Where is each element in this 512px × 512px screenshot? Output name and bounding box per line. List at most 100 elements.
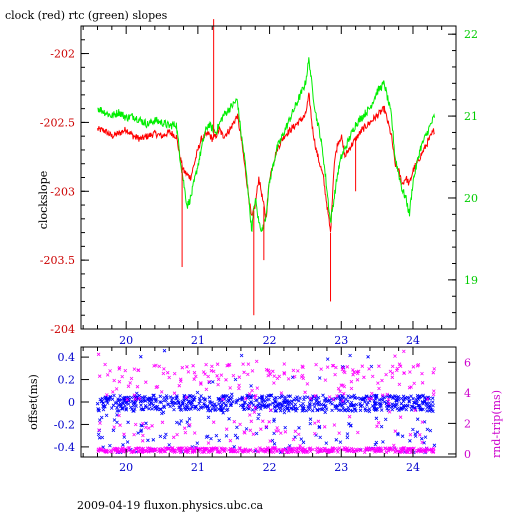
rndtrip-outlier [376,420,381,425]
rndtrip-outlier [331,397,336,402]
rndtrip-outlier [232,419,237,424]
rndtrip-outlier [227,362,232,367]
offset-point [379,408,384,412]
rndtrip-outlier [98,421,102,425]
offset-outlier [260,400,264,404]
offset-point [307,401,312,406]
rndtrip-point [355,449,359,453]
offset-outlier [187,399,191,404]
rndtrip-outlier [184,395,189,400]
offset-point [130,399,134,404]
offset-point [300,409,305,413]
offset-outlier [325,357,330,361]
rndtrip-point [270,446,275,450]
offset-outlier [211,380,215,384]
offset-point [158,400,162,404]
rndtrip-outlier [355,378,360,382]
offset-point [315,408,320,412]
rndtrip-point [405,447,410,451]
offset-point [221,406,226,410]
offset-point [133,401,138,405]
rndtrip-point [130,449,134,454]
offset-point [277,406,281,410]
offset-point [283,397,287,401]
offset-outlier [413,434,418,438]
rndtrip-point [345,449,349,454]
offset-point [242,407,247,412]
offset-point [112,393,116,398]
offset-point [247,401,252,406]
rndtrip-outlier [275,426,279,430]
offset-outlier [318,435,322,440]
rndtrip-outlier [209,368,214,373]
offset-outlier [411,427,415,432]
offset-point [349,400,354,405]
offset-outlier [235,436,240,440]
rndtrip-outlier [356,430,360,435]
offset-point [409,408,414,412]
bottom-y-tick-label-0: 0 [68,396,75,409]
offset-point [132,407,137,411]
bottom-y2-tick-label-0: 0 [464,448,471,461]
rndtrip-point [397,450,401,454]
rndtrip-point [265,446,270,450]
rndtrip-outlier [172,371,177,376]
offset-point [134,404,138,408]
offset-outlier [408,439,412,443]
offset-point [103,404,107,409]
bottom-x-tick-label-23: 23 [334,461,348,474]
offset-point [143,399,148,403]
offset-point [363,400,367,404]
rndtrip-outlier [375,424,379,429]
rndtrip-outlier [204,387,209,392]
top-x-tick-label-21: 21 [191,334,205,347]
offset-outlier [179,419,183,423]
offset-point [220,402,224,407]
offset-point [359,396,363,401]
rndtrip-outlier [313,421,317,425]
offset-point [155,407,160,412]
offset-outlier [136,431,140,435]
offset-point [241,405,245,409]
top-y-tick-label--203.5: -203.5 [40,254,75,267]
offset-point [98,397,103,402]
rndtrip-outlier [397,362,402,366]
rndtrip-point [393,450,397,454]
offset-point [208,399,212,404]
rndtrip-outlier [411,365,416,369]
rndtrip-outlier [282,372,287,376]
rndtrip-outlier [117,379,122,384]
offset-point [108,397,112,401]
rndtrip-point [423,449,427,453]
offset-point [305,395,310,399]
rndtrip-outlier [135,384,140,389]
rndtrip-outlier [259,427,263,431]
offset-point [283,404,288,409]
rndtrip-outlier [228,386,232,390]
rndtrip-point [336,450,340,454]
rndtrip-outlier [420,420,425,424]
rndtrip-outlier [192,377,196,381]
offset-point [149,396,153,401]
rndtrip-outlier [322,425,327,429]
offset-outlier [224,434,229,438]
offset-outlier [116,399,121,403]
rndtrip-outlier [377,386,381,391]
rndtrip-outlier [393,429,398,433]
offset-point [177,401,181,405]
rndtrip-point [251,449,256,454]
rndtrip-outlier [183,430,188,435]
offset-point [321,403,326,407]
rndtrip-outlier [192,370,197,375]
rndtrip-outlier [133,397,138,401]
rndtrip-point [246,448,250,453]
rndtrip-outlier [141,421,145,426]
offset-outlier [402,397,407,401]
rndtrip-outlier [351,372,355,377]
rndtrip-outlier [316,419,321,424]
rndtrip-outlier [293,429,298,434]
offset-point [124,407,128,411]
offset-point [291,407,295,412]
rndtrip-outlier [397,382,402,387]
rndtrip-point [342,446,346,450]
